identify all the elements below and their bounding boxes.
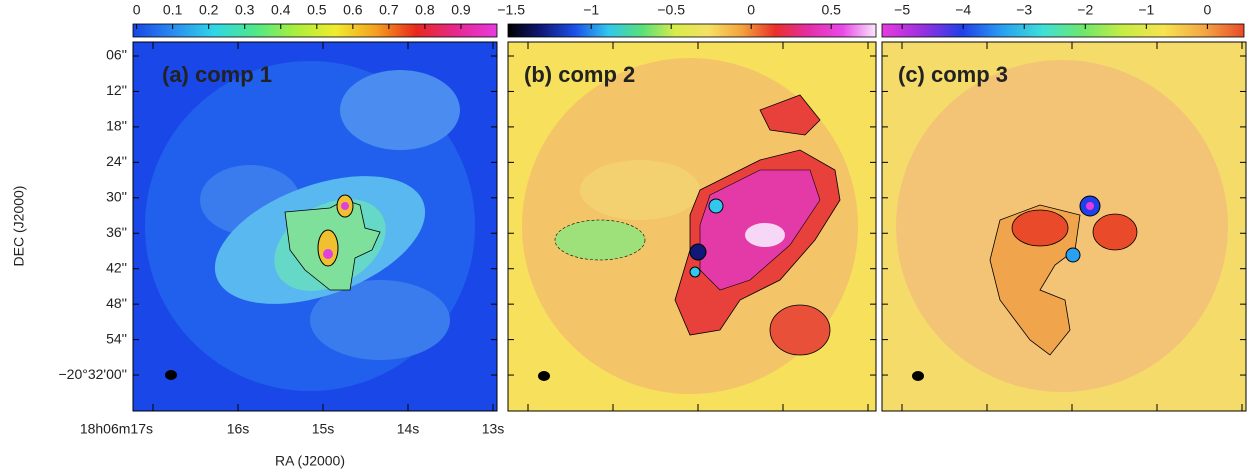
colorbar-tick-label: 0.1	[163, 2, 183, 18]
y-tick-label: 48''	[106, 295, 127, 311]
colorbar	[507, 23, 877, 38]
y-tick-label: 24''	[106, 153, 127, 169]
x-tick-label: 15s	[312, 421, 335, 437]
colorbar-tick-label: 0	[133, 2, 141, 18]
colorbar-tick-label: −4	[955, 2, 971, 18]
x-tick-label: 18h06m17s	[80, 421, 153, 437]
colorbar-tick-label: 0	[747, 2, 755, 18]
colorbar-tick-label: 0.9	[451, 2, 471, 18]
x-tick-label: 16s	[227, 421, 250, 437]
colorbar-tick-label: −1	[583, 2, 599, 18]
colorbar-tick-label: −0.5	[657, 2, 685, 18]
colorbar-tick-label: −1.5	[497, 2, 525, 18]
y-tick-label: −20°32'00''	[58, 366, 127, 382]
x-tick-label: 14s	[397, 421, 420, 437]
colorbar-tick-label: 0.5	[821, 2, 841, 18]
panel-title: (b) comp 2	[524, 62, 635, 87]
colorbar-tick-label: 0.6	[343, 2, 363, 18]
colorbar-tick-label: −2	[1077, 2, 1093, 18]
y-tick-label: 42''	[106, 259, 127, 275]
y-tick-label: 36''	[106, 224, 127, 240]
y-tick-label: 54''	[106, 330, 127, 346]
y-axis-label: DEC (J2000)	[11, 186, 27, 267]
y-tick-label: 12''	[106, 82, 127, 98]
colorbar-tick-label: 0	[1203, 2, 1211, 18]
colorbar	[132, 23, 498, 38]
colorbar-tick-label: 0.7	[379, 2, 399, 18]
colorbar-tick-label: −3	[1016, 2, 1032, 18]
colorbar-tick-label: 0.3	[235, 2, 255, 18]
colorbar-tick-label: 0.8	[415, 2, 435, 18]
x-axis-label: RA (J2000)	[275, 453, 345, 469]
map-c	[882, 42, 1246, 411]
colorbar-tick-label: −5	[894, 2, 910, 18]
colorbar-tick-label: −1	[1138, 2, 1154, 18]
map-a	[133, 42, 497, 411]
y-tick-label: 18''	[106, 118, 127, 134]
colorbar-tick-label: 0.2	[199, 2, 219, 18]
y-tick-label: 30''	[106, 189, 127, 205]
colorbar	[881, 23, 1245, 38]
panel-title: (c) comp 3	[898, 62, 1008, 87]
colorbar-tick-label: 0.4	[271, 2, 291, 18]
y-tick-label: 06''	[106, 47, 127, 63]
x-tick-label: 13s	[482, 421, 505, 437]
panel-title: (a) comp 1	[162, 62, 272, 87]
colorbar-tick-label: 0.5	[307, 2, 327, 18]
map-b	[508, 42, 876, 411]
